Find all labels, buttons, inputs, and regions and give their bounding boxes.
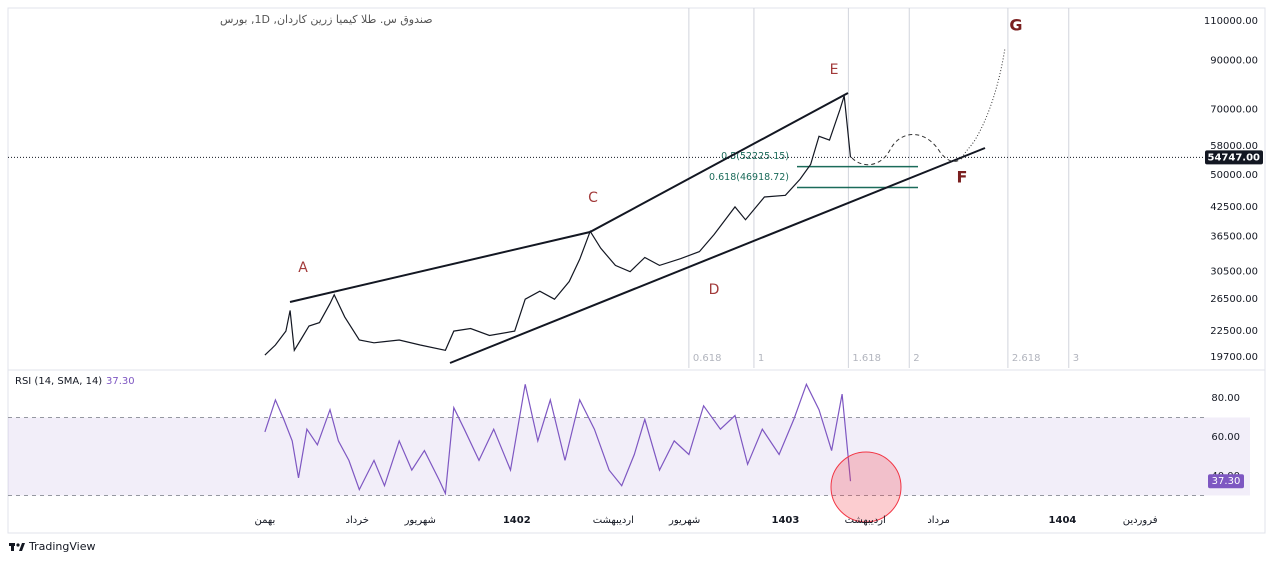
brand: TradingView (28, 540, 95, 553)
fib-level-label: 0.618(46918.72) (709, 172, 789, 183)
x-tick-label: اردیبهشت (593, 515, 634, 526)
frame (7, 7, 1266, 534)
wave-label: E (830, 62, 839, 78)
rsi-title: RSI (14, SMA, 14) (15, 376, 102, 387)
y-tick-label: 26500.00 (1210, 294, 1258, 305)
x-tick-label: 1404 (1049, 515, 1077, 526)
x-tick-label: مرداد (927, 515, 950, 526)
y-tick-label: 70000.00 (1210, 104, 1258, 115)
rsi-current: 37.30 (106, 376, 135, 387)
y-tick-label: 90000.00 (1210, 55, 1258, 66)
time-fib-label: 1 (758, 353, 764, 364)
wave-label: F (957, 168, 968, 187)
y-tick-label: 22500.00 (1210, 326, 1258, 337)
x-tick-label: شهریور (404, 515, 436, 526)
rsi-current-tag (1208, 474, 1244, 489)
time-fib-label: 1.618 (852, 353, 881, 364)
logo-part (11, 543, 14, 551)
last-price-tag (1205, 150, 1263, 165)
last-price-label: 54747.00 (1207, 152, 1260, 163)
forecast-dotted (961, 47, 1006, 159)
logo (9, 543, 25, 551)
lower-trendline (449, 147, 986, 364)
drawings (289, 47, 1006, 364)
y-tick-label: 36500.00 (1210, 232, 1258, 243)
rsi-current-axis-label: 37.30 (1212, 476, 1241, 487)
rsi-band (8, 417, 1250, 496)
logo-part (16, 543, 20, 547)
series-line (264, 382, 852, 496)
time-fib-label: 3 (1073, 353, 1079, 364)
x-tick-label: فروردین (1123, 515, 1158, 526)
wave-label: C (588, 190, 598, 206)
forecast-dashed (851, 134, 963, 166)
wave-label: D (709, 282, 720, 298)
series-line (264, 95, 852, 356)
y-tick-label: 30500.00 (1210, 267, 1258, 278)
highlight-circle (830, 451, 902, 523)
y-tick-label: 19700.00 (1210, 352, 1258, 363)
wave-label: A (298, 260, 308, 276)
x-tick-label: شهریور (668, 515, 700, 526)
fib-level-label: 0.5(52225.15) (721, 151, 789, 162)
x-tick-label: 1403 (771, 515, 799, 526)
y-tick-label: 58000.00 (1210, 141, 1258, 152)
time-fib-label: 2.618 (1012, 353, 1041, 364)
time-fib-label: 2 (913, 353, 919, 364)
y-tick-label: 110000.00 (1204, 16, 1258, 27)
upper-trendline (289, 92, 849, 303)
logo-part (19, 543, 25, 551)
wave-label: G (1009, 16, 1022, 35)
y-tick-label: 42500.00 (1210, 202, 1258, 213)
time-fib-label: 0.618 (693, 353, 722, 364)
x-tick-label: اردیبهشت (845, 515, 886, 526)
x-tick-label: خرداد (346, 515, 369, 526)
y-tick-label: 50000.00 (1210, 170, 1258, 181)
y-tick-label: 80.00 (1211, 393, 1240, 404)
symbol-title: صندوق س. طلا کیمیا زرین کاردان, 1D, بورس (220, 13, 433, 26)
x-tick-label: بهمن (255, 515, 276, 526)
x-tick-label: 1402 (503, 515, 531, 526)
y-tick-label: 60.00 (1211, 432, 1240, 443)
